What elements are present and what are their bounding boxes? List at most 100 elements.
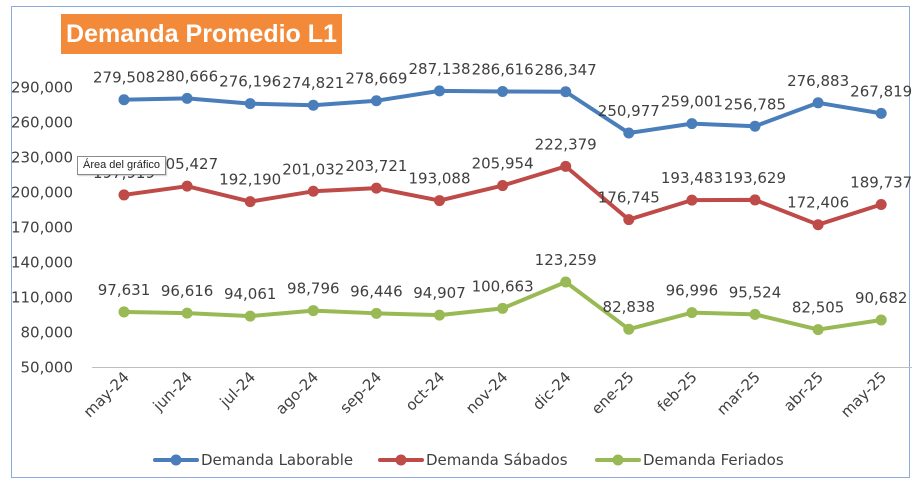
- x-tick-label: jun-24: [149, 368, 196, 415]
- data-point[interactable]: [118, 189, 130, 201]
- x-tick-label: mar-25: [713, 368, 764, 419]
- data-point[interactable]: [560, 160, 572, 172]
- x-tick-label: sep-24: [336, 368, 385, 417]
- data-point[interactable]: [686, 118, 698, 130]
- data-point[interactable]: [118, 94, 130, 106]
- y-tick-label: 140,000: [11, 254, 73, 272]
- data-point[interactable]: [244, 98, 256, 110]
- data-label: 193,088: [408, 170, 470, 188]
- y-tick-label: 200,000: [11, 184, 73, 202]
- data-point[interactable]: [497, 180, 509, 192]
- legend-entry: Demanda Laborable: [201, 451, 353, 469]
- data-label: 259,001: [661, 93, 723, 111]
- x-tick-label: may-24: [80, 368, 133, 421]
- y-tick-label: 230,000: [11, 149, 73, 167]
- data-label: 192,190: [219, 171, 281, 189]
- data-label: 123,259: [535, 251, 597, 269]
- data-point[interactable]: [307, 185, 319, 197]
- legend-marker: [612, 454, 624, 466]
- legend-marker: [395, 454, 407, 466]
- data-point[interactable]: [686, 194, 698, 206]
- data-label: 98,796: [287, 280, 340, 298]
- data-label: 90,682: [855, 289, 908, 307]
- data-point[interactable]: [623, 214, 635, 226]
- x-tick-label: ago-24: [272, 368, 322, 418]
- data-point[interactable]: [812, 219, 824, 231]
- x-tick-label: may-25: [837, 368, 890, 421]
- data-label: 189,737: [850, 173, 912, 191]
- legend-entry: Demanda Feriados: [643, 451, 784, 469]
- data-point[interactable]: [749, 308, 761, 320]
- data-point[interactable]: [370, 95, 382, 107]
- x-tick-label: nov-24: [462, 368, 511, 417]
- data-label: 256,785: [724, 95, 786, 113]
- data-point[interactable]: [181, 307, 193, 319]
- x-tick-label: jul-24: [216, 368, 259, 411]
- legend: Demanda Laborable Demanda Sábados Demanda …: [153, 451, 784, 469]
- data-point[interactable]: [244, 310, 256, 322]
- data-point[interactable]: [434, 195, 445, 207]
- series-layer: [118, 85, 887, 336]
- data-point[interactable]: [307, 305, 319, 317]
- data-point[interactable]: [118, 306, 130, 318]
- x-tick-label: oct-24: [402, 368, 449, 415]
- data-label: 82,838: [603, 298, 656, 316]
- data-point[interactable]: [875, 107, 887, 119]
- data-label: 82,505: [792, 299, 845, 317]
- data-label: 278,669: [345, 70, 407, 88]
- axis-layer: 50,000 80,000 110,000 140,000 170,000 200,000…: [11, 79, 912, 421]
- data-label: 286,616: [472, 60, 534, 78]
- data-label: 96,996: [666, 282, 719, 300]
- data-label: 201,032: [282, 160, 344, 178]
- data-point[interactable]: [623, 323, 635, 335]
- data-point[interactable]: [560, 276, 572, 288]
- x-tick-label: feb-25: [654, 368, 701, 415]
- data-point[interactable]: [812, 97, 824, 109]
- data-point[interactable]: [560, 86, 572, 98]
- chart-area[interactable]: [11, 6, 910, 478]
- data-label: 280,666: [156, 67, 218, 85]
- data-point[interactable]: [623, 127, 635, 139]
- data-point[interactable]: [434, 85, 445, 97]
- x-tick-label: dic-24: [529, 368, 575, 414]
- data-point[interactable]: [686, 307, 698, 319]
- data-point[interactable]: [370, 307, 382, 319]
- data-point[interactable]: [497, 85, 509, 97]
- data-point[interactable]: [749, 194, 761, 206]
- y-tick-label: 110,000: [11, 289, 73, 307]
- data-label: 276,196: [219, 73, 281, 91]
- data-point[interactable]: [181, 92, 193, 104]
- data-label: 205,427: [156, 155, 218, 173]
- data-label: 94,907: [413, 284, 466, 302]
- data-point[interactable]: [244, 196, 256, 208]
- legend-entry: Demanda Sábados: [426, 451, 568, 469]
- data-label: 94,061: [224, 285, 277, 303]
- data-point[interactable]: [875, 198, 887, 210]
- data-label: 222,379: [535, 135, 597, 153]
- data-label: 176,745: [598, 189, 660, 207]
- data-point[interactable]: [370, 182, 382, 194]
- data-point[interactable]: [497, 302, 509, 314]
- data-point[interactable]: [749, 120, 761, 132]
- data-label: 193,483: [661, 169, 723, 187]
- y-tick-label: 290,000: [11, 79, 73, 97]
- data-label: 205,954: [472, 155, 534, 173]
- y-tick-label: 260,000: [11, 114, 73, 132]
- data-label: 172,406: [787, 194, 849, 212]
- data-label: 267,819: [850, 82, 912, 100]
- data-point[interactable]: [875, 314, 887, 326]
- data-label: 276,883: [787, 72, 849, 90]
- data-point[interactable]: [434, 309, 445, 321]
- y-tick-label: 50,000: [21, 359, 74, 377]
- data-label: 274,821: [282, 74, 344, 92]
- x-tick-label: ene-25: [588, 368, 638, 418]
- data-label-layer: 279,508 280,666 276,196 274,821 278,669287,1…: [93, 60, 912, 317]
- data-label: 96,446: [350, 282, 403, 300]
- data-point[interactable]: [812, 324, 824, 336]
- x-tick-label: abr-25: [780, 368, 827, 415]
- tooltip: Área del gráfico: [77, 156, 167, 175]
- data-point[interactable]: [307, 99, 319, 111]
- legend-marker: [170, 454, 182, 466]
- data-point[interactable]: [181, 180, 193, 192]
